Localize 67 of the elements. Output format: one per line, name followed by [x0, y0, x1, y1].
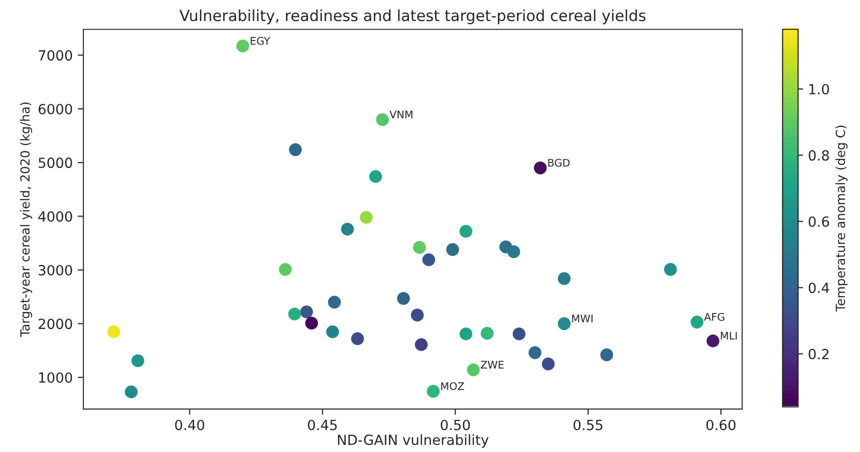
point — [369, 170, 382, 183]
x-tick-label: 0.45 — [308, 420, 337, 430]
color-bar-label: 0.6 — [808, 216, 830, 227]
point — [236, 40, 250, 52]
point — [410, 308, 424, 322]
point — [414, 338, 428, 352]
point — [422, 253, 436, 266]
x-tick-label: 0.50 — [440, 420, 470, 430]
point — [288, 143, 302, 156]
annotation: ZWE — [480, 360, 504, 368]
x-tick-label: 0.60 — [706, 420, 736, 430]
point — [131, 354, 144, 368]
x-tick-label: 0.55 — [574, 420, 602, 430]
y-tick-label: 4000 — [38, 211, 72, 222]
point — [300, 305, 313, 318]
point — [341, 222, 354, 236]
point — [480, 326, 494, 340]
y-tick-label: 6000 — [38, 104, 72, 114]
point — [278, 263, 292, 276]
point — [413, 241, 426, 254]
color-bar-label: 0.4 — [808, 282, 830, 294]
annotation: BGD — [548, 158, 570, 167]
point — [558, 272, 571, 285]
point — [351, 332, 364, 346]
point — [288, 308, 301, 320]
point — [534, 162, 547, 174]
annotation: MLI — [720, 332, 737, 340]
point — [326, 325, 339, 338]
x-axis-title: ND-GAIN vulnerability — [338, 434, 489, 448]
point — [542, 358, 555, 370]
y-tick-label: 5000 — [38, 158, 72, 168]
point — [460, 224, 472, 238]
point — [328, 296, 341, 309]
color-bar-label: 1.0 — [809, 84, 829, 94]
point — [706, 334, 720, 348]
x-tick-label: 0.40 — [175, 420, 204, 430]
y-tick-label: 3000 — [38, 264, 72, 276]
color-bar-title: Temperature anomaly (deg C) — [835, 126, 848, 312]
point — [107, 325, 120, 338]
point — [558, 317, 571, 330]
point — [507, 245, 520, 258]
y-tick-label: 2000 — [38, 318, 72, 330]
point — [664, 263, 677, 276]
annotation: AFG — [704, 312, 724, 321]
point — [528, 346, 542, 360]
point — [600, 348, 614, 362]
color-bar-label: 0.2 — [808, 348, 828, 360]
annotation: VNM — [390, 110, 412, 118]
point — [376, 113, 389, 126]
annotation: MOZ — [441, 382, 464, 390]
y-tick-label: 1000 — [39, 372, 72, 383]
point — [124, 385, 138, 398]
point — [446, 243, 460, 256]
point — [460, 327, 472, 340]
annotation: EGY — [250, 36, 270, 45]
annotation: MWI — [572, 314, 592, 322]
point — [426, 384, 440, 398]
chart-title: Vulnerability, readiness and latest target-period cereal yields — [180, 9, 646, 24]
point — [305, 316, 318, 330]
y-axis-title: Target-year cereal yield, 2020 (kg/ha) — [20, 102, 32, 337]
y-tick-label: 7000 — [38, 50, 72, 61]
point — [360, 210, 373, 224]
point — [512, 327, 526, 340]
point — [397, 292, 410, 305]
point — [690, 316, 704, 328]
point — [466, 363, 480, 376]
color-bar-label: 0.8 — [808, 150, 829, 161]
